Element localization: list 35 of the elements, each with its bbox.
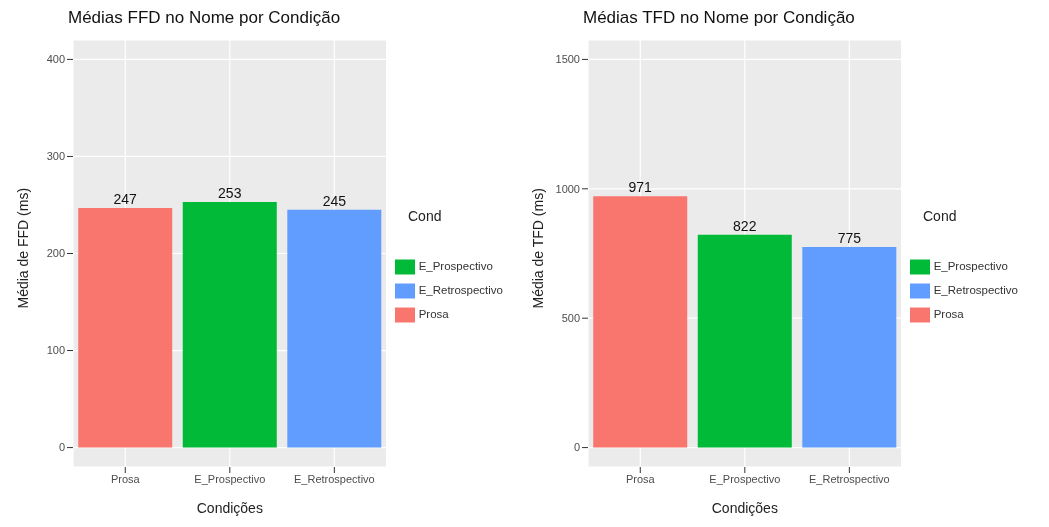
x-axis-title: Condições <box>711 500 778 516</box>
y-axis-title: Média de TFD (ms) <box>529 188 546 309</box>
y-tick-label: 400 <box>46 53 65 66</box>
legend-label: E_Prospectivo <box>418 260 493 272</box>
x-tick-label: E_Prospectivo <box>194 472 266 485</box>
y-tick-label: 1500 <box>555 53 580 66</box>
y-tick-label: 500 <box>561 312 580 325</box>
x-tick-label: E_Retrospectivo <box>293 472 375 485</box>
x-tick-label: E_Retrospectivo <box>808 472 890 485</box>
chart-title: Médias FFD no Nome por Condição <box>68 8 342 29</box>
x-tick-label: Prosa <box>110 472 141 485</box>
x-tick-label: E_Prospectivo <box>709 472 781 485</box>
y-tick-label: 100 <box>46 344 65 357</box>
x-tick-label: Prosa <box>625 472 656 485</box>
data-label: 775 <box>837 230 862 247</box>
legend-label: E_Prospectivo <box>933 260 1008 272</box>
legend-label: Prosa <box>418 308 449 320</box>
y-tick-label: 300 <box>46 150 65 163</box>
data-label: 245 <box>322 192 347 209</box>
legend-title: Cond <box>408 208 442 224</box>
legend-title: Cond <box>923 208 957 224</box>
y-tick-label: 0 <box>58 441 65 454</box>
data-label: 247 <box>113 190 138 207</box>
legend-label: Prosa <box>933 308 964 320</box>
chart-title: Médias TFD no Nome por Condição <box>583 8 856 29</box>
y-axis-title: Média de FFD (ms) <box>14 187 31 309</box>
y-tick-label: 1000 <box>555 182 580 195</box>
data-label: 253 <box>218 185 242 202</box>
data-label: 822 <box>733 217 757 234</box>
legend-label: E_Retrospectivo <box>933 284 1018 296</box>
legend-label: E_Retrospectivo <box>418 284 503 296</box>
data-label: 971 <box>628 179 653 196</box>
y-tick-label: 200 <box>46 247 65 260</box>
x-axis-title: Condições <box>196 500 263 516</box>
y-tick-label: 0 <box>573 441 580 454</box>
